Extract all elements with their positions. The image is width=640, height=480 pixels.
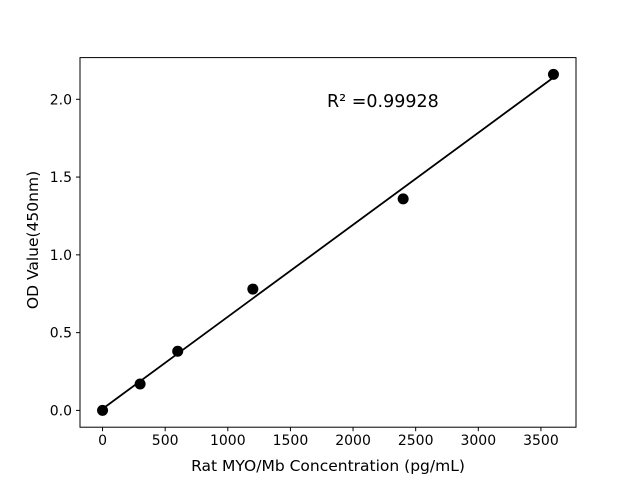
y-tick-label: 0.0	[50, 403, 72, 419]
x-tick-label: 2000	[335, 433, 371, 449]
y-tick-label: 2.0	[50, 92, 72, 108]
x-tick-label: 1000	[210, 433, 246, 449]
data-point	[134, 378, 146, 390]
y-tick-label: 0.5	[50, 326, 72, 342]
fit-line	[101, 76, 555, 410]
data-point	[397, 193, 409, 205]
axes-spines	[79, 57, 577, 428]
data-point	[247, 283, 259, 295]
x-tick-label: 0	[98, 433, 107, 449]
x-tick-label: 3000	[460, 433, 496, 449]
data-point	[547, 68, 559, 80]
x-tick-label: 1500	[273, 433, 309, 449]
x-tick-label: 3500	[523, 433, 559, 449]
data-point	[172, 345, 184, 357]
x-tick-label: 500	[152, 433, 179, 449]
y-tick-label: 1.5	[50, 170, 72, 186]
x-tick-label: 2500	[398, 433, 434, 449]
axes-layer: 0 500 1000 1500 2000 2500 3000 3500 0.0 0.5 1.0 1.5…	[50, 57, 577, 449]
y-tick-label: 1.0	[50, 248, 72, 264]
r-squared-annotation: R² =0.99928	[327, 92, 439, 112]
y-axis-label: OD Value(450nm)	[24, 171, 42, 309]
data-point	[97, 404, 109, 416]
x-axis-label: Rat MYO/Mb Concentration (pg/mL)	[191, 457, 465, 475]
